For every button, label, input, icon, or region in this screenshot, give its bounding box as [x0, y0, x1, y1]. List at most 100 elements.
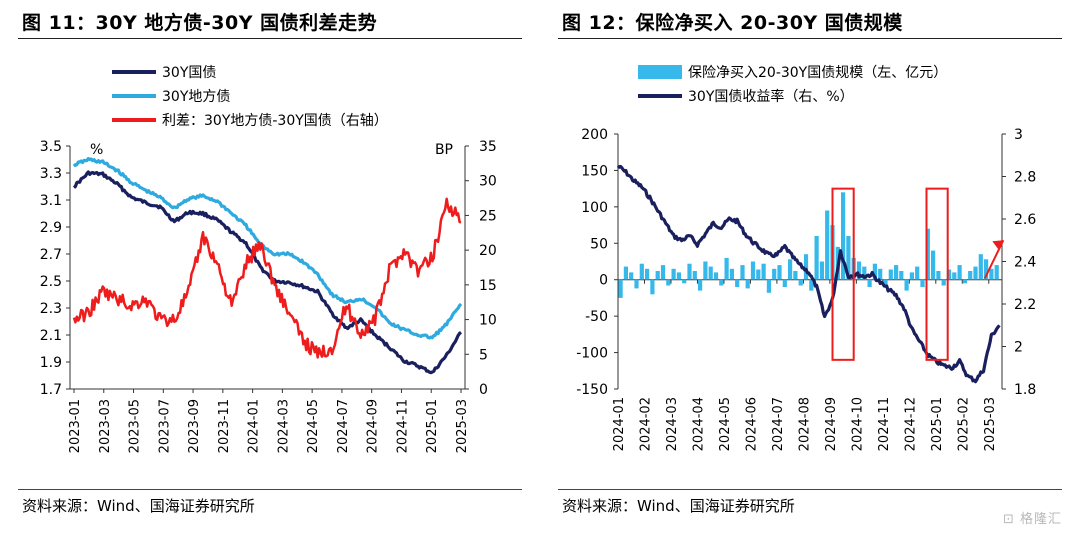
right-bar	[671, 268, 676, 280]
right-bar	[936, 271, 941, 280]
right-bar	[793, 271, 798, 280]
right-bar	[740, 265, 745, 280]
right-bar	[729, 268, 734, 280]
right-bar	[973, 266, 978, 280]
right-bar	[920, 279, 925, 287]
right-y-tick-label: 0	[599, 273, 608, 289]
right-source-divider	[558, 489, 1062, 490]
right-bar	[931, 250, 936, 280]
right-trend-arrowhead	[992, 240, 1004, 250]
right-bar	[984, 259, 989, 280]
right-bar	[713, 272, 719, 280]
right-bar	[692, 271, 697, 280]
right-bar	[666, 279, 671, 286]
right-bar	[846, 236, 851, 280]
right-bar	[703, 261, 708, 280]
left-x-tick-label: 2024-03	[276, 399, 291, 453]
right-y2-tick-label: 2.2	[1014, 297, 1036, 313]
right-x-tick-label: 2024-02	[638, 397, 653, 451]
right-y-tick-label: -50	[585, 309, 608, 325]
right-y-tick-label: -150	[576, 382, 608, 398]
right-x-tick-label: 2025-03	[983, 397, 998, 451]
right-bar	[687, 263, 692, 280]
right-bar	[719, 279, 724, 286]
right-bar	[968, 271, 973, 280]
right-y-tick-label: 50	[590, 236, 608, 252]
left-y-tick-label: 3.3	[40, 166, 62, 182]
right-trend-arrow	[983, 239, 1005, 279]
right-bar	[904, 279, 909, 291]
right-bar	[650, 279, 655, 295]
right-bar	[682, 279, 687, 284]
left-legend-label: 30Y国债	[162, 65, 216, 81]
left-x-tick-label: 2025-01	[425, 399, 440, 453]
right-legend-label: 30Y国债收益率（右、%）	[688, 88, 854, 105]
right-title-divider	[558, 38, 1062, 39]
watermark-logo: ⊡ 格隆汇	[1002, 512, 1062, 527]
right-x-tick-label: 2024-08	[797, 397, 812, 451]
left-y-tick-label: 2.9	[40, 220, 62, 236]
right-source-note: 资料来源：Wind、国海证券研究所	[562, 497, 795, 515]
right-x-tick-label: 2024-11	[877, 397, 892, 451]
right-bar	[814, 236, 819, 280]
left-x-tick-label: 2023-09	[187, 399, 202, 453]
right-y2-tick-label: 2.8	[1014, 170, 1036, 186]
left-title-divider	[18, 38, 522, 39]
left-x-tick-label: 2023-03	[98, 399, 113, 453]
left-y2-tick-label: 25	[479, 208, 497, 224]
right-highlight-box-2	[925, 187, 949, 361]
watermark-text: 格隆汇	[1019, 512, 1062, 527]
right-bar	[676, 272, 681, 280]
right-bar	[957, 265, 962, 280]
left-y2-tick-label: 0	[479, 382, 488, 398]
right-y-tick-label: 150	[581, 163, 608, 179]
right-bar	[803, 254, 809, 280]
left-y2-unit: BP	[435, 142, 453, 158]
right-bar	[899, 271, 904, 280]
right-y-tick-label: 100	[581, 200, 608, 216]
left-y-tick-label: 2.5	[40, 274, 62, 290]
right-bar	[867, 279, 872, 287]
right-x-tick-label: 2024-12	[903, 397, 918, 451]
left-y-tick-label: 1.7	[40, 382, 62, 398]
left-y-unit: %	[90, 142, 103, 158]
right-bar	[994, 265, 999, 280]
left-y-tick-label: 3.1	[40, 193, 62, 209]
left-y-tick-label: 1.9	[40, 355, 62, 371]
right-x-tick-label: 2024-03	[665, 397, 680, 451]
left-y2-tick-label: 30	[479, 174, 497, 190]
right-bar	[978, 254, 983, 280]
left-series-line-0	[72, 170, 462, 375]
right-legend-label: 保险净买入20-30Y国债规模（左、亿元）	[688, 65, 947, 81]
left-y2-tick-label: 20	[479, 243, 497, 259]
left-y2-tick-label: 35	[479, 139, 497, 155]
right-bar	[941, 279, 946, 286]
right-y2-tick-label: 2.4	[1014, 255, 1036, 271]
right-bar	[623, 266, 628, 280]
left-y-tick-label: 2.3	[40, 301, 62, 317]
right-x-tick-label: 2024-10	[850, 397, 865, 451]
right-chart-title: 图 12：保险净买入 20-30Y 国债规模	[562, 12, 903, 34]
right-y2-tick-label: 3	[1014, 127, 1023, 143]
right-x-tick-label: 2024-05	[718, 397, 733, 451]
left-x-tick-label: 2023-07	[157, 399, 172, 453]
right-bar	[772, 268, 777, 280]
left-chart-title: 图 11：30Y 地方债-30Y 国债利差走势	[22, 12, 378, 34]
right-x-tick-label: 2024-06	[744, 397, 759, 451]
right-bar	[883, 279, 888, 286]
left-x-tick-label: 2023-05	[128, 399, 143, 453]
right-bar	[745, 279, 750, 289]
right-bar	[645, 268, 650, 280]
left-y2-tick-label: 15	[479, 278, 497, 294]
right-x-tick-label: 2024-07	[771, 397, 786, 451]
right-bar	[766, 279, 771, 293]
right-y2-tick-label: 2	[1014, 340, 1023, 356]
left-y2-tick-label: 10	[479, 313, 497, 329]
right-bar	[862, 266, 867, 280]
right-bar	[878, 268, 883, 280]
right-bar	[756, 269, 761, 280]
left-source-note: 资料来源：Wind、国海证券研究所	[22, 497, 255, 515]
right-x-tick-label: 2025-02	[956, 397, 971, 451]
right-bar	[962, 279, 967, 284]
